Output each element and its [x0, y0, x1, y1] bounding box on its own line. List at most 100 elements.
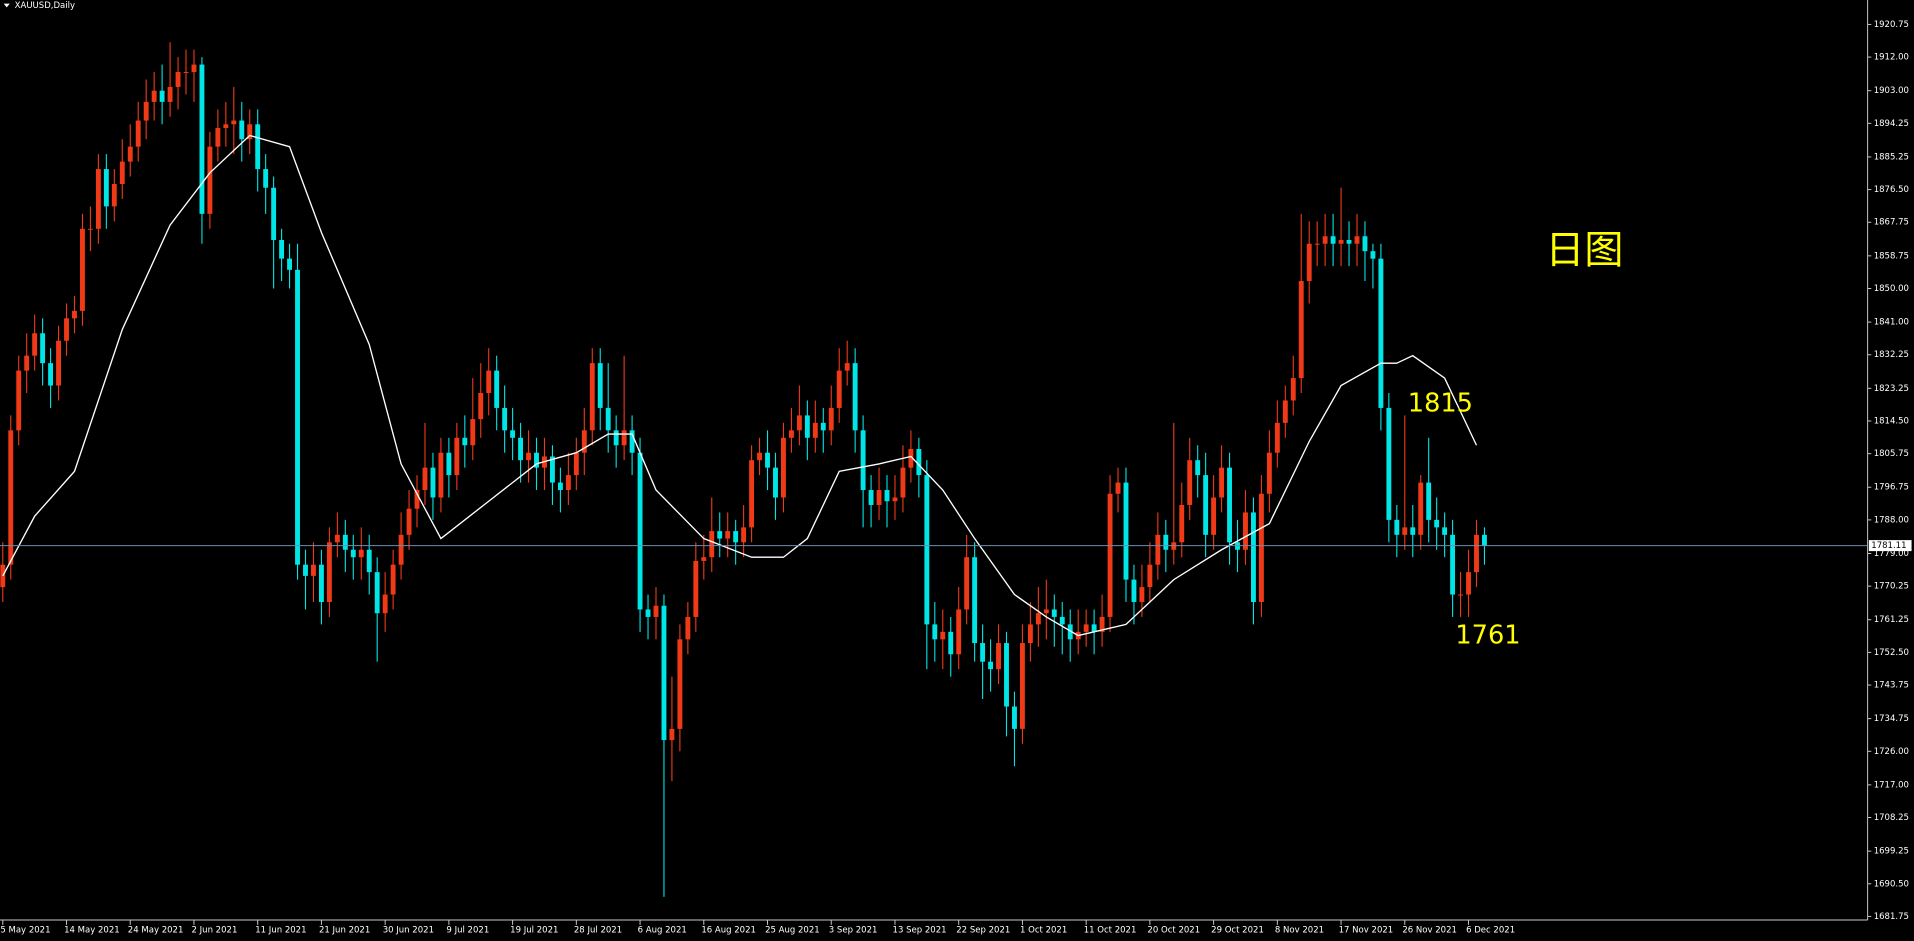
candle-body: [1107, 493, 1113, 617]
y-tick-label: 1841.00: [1874, 318, 1909, 328]
candle-body: [629, 430, 635, 453]
candle-body: [486, 370, 492, 393]
candle-body: [701, 557, 707, 561]
y-tick-label: 1903.00: [1874, 86, 1909, 96]
candle-body: [311, 564, 316, 576]
x-tick-label: 20 Oct 2021: [1147, 925, 1200, 935]
x-tick-label: 2 Jun 2021: [192, 925, 238, 935]
candle-body: [1434, 519, 1440, 528]
candle-body: [374, 572, 380, 614]
candle-body: [1482, 534, 1487, 547]
candle-body: [916, 448, 922, 476]
y-tick-label: 1779.00: [1874, 549, 1909, 559]
candle-body: [637, 452, 643, 610]
candle-body: [255, 124, 261, 170]
annotation: 日图: [1545, 228, 1623, 273]
candle-body: [518, 437, 524, 461]
candle-body: [733, 531, 739, 543]
candle-body: [1474, 534, 1479, 573]
candle-body: [215, 128, 221, 147]
y-tick-label: 1717.00: [1874, 780, 1909, 790]
candle-body: [677, 639, 683, 729]
candle-body: [438, 452, 444, 498]
candle-body: [1362, 236, 1368, 252]
candle-body: [446, 452, 452, 476]
candle-body: [247, 124, 253, 140]
candle-body: [1426, 482, 1432, 520]
candle-body: [1091, 624, 1097, 632]
candle-body: [1410, 527, 1416, 535]
candle-body: [1266, 452, 1272, 494]
candle-body: [645, 609, 651, 617]
candle-body: [1051, 609, 1057, 617]
plot: [0, 42, 1487, 897]
candle-body: [143, 101, 149, 121]
candle-body: [844, 363, 850, 371]
candle-body: [796, 415, 802, 431]
candle-body: [908, 448, 914, 468]
candle-body: [1402, 527, 1408, 535]
candle-body: [717, 531, 723, 539]
candle-body: [231, 120, 237, 125]
y-tick-label: 1761.25: [1874, 615, 1909, 625]
candle-body: [239, 120, 245, 140]
candle-body: [804, 415, 810, 438]
candle-body: [1131, 579, 1137, 602]
y-tick-label: 1850.00: [1874, 284, 1909, 294]
candle-body: [1338, 239, 1344, 244]
candle-body: [557, 482, 563, 491]
candle-body: [1099, 616, 1105, 632]
candle-body: [1370, 251, 1376, 259]
annotation: 1815: [1408, 388, 1473, 418]
candle-body: [478, 392, 484, 420]
candle-body: [414, 490, 420, 509]
candle-body: [1195, 460, 1201, 476]
candle-body: [1386, 407, 1392, 520]
candle-body: [581, 430, 587, 453]
candle-body: [669, 728, 675, 741]
x-tick-label: 3 Sep 2021: [829, 925, 878, 935]
candle-body: [972, 557, 978, 644]
price-label-box: [1868, 540, 1912, 552]
x-tick-label: 28 Jul 2021: [574, 925, 622, 935]
candle-body: [72, 310, 77, 319]
x-tick-label: 29 Oct 2021: [1211, 925, 1264, 935]
x-tick-label: 13 Sep 2021: [893, 925, 947, 935]
candle-body: [876, 490, 882, 505]
candle-body: [812, 422, 818, 438]
candle-body: [406, 508, 412, 535]
x-tick-label: 21 Jun 2021: [319, 925, 370, 935]
candle-body: [135, 120, 141, 147]
y-tick-label: 1726.00: [1874, 747, 1909, 757]
candle-body: [80, 228, 85, 311]
candle-body: [279, 239, 285, 259]
y-tick-label: 1894.25: [1874, 119, 1909, 129]
y-tick-label: 1867.75: [1874, 218, 1909, 228]
candle-body: [988, 661, 994, 670]
candle-body: [709, 531, 715, 558]
candle-body: [741, 527, 747, 543]
candle-body: [175, 72, 181, 87]
candle-body: [757, 452, 762, 461]
candle-body: [1179, 504, 1185, 543]
candle-body: [828, 407, 834, 431]
candle-body: [1394, 519, 1400, 535]
candle-body: [685, 616, 691, 640]
candle-body: [1378, 258, 1384, 408]
candle-body: [1314, 243, 1320, 245]
candle-body: [788, 430, 794, 438]
x-tick-label: 25 Aug 2021: [765, 925, 820, 935]
y-tick-label: 1743.75: [1874, 681, 1909, 691]
candle-body: [1354, 236, 1360, 244]
chart-title: XAUUSD,Daily: [15, 1, 75, 11]
candle-body: [1258, 493, 1264, 602]
candle-body: [1147, 564, 1153, 588]
x-tick-label: 19 Jul 2021: [510, 925, 558, 935]
candle-body: [502, 407, 508, 431]
candle-body: [382, 594, 388, 614]
candle-body: [40, 333, 46, 364]
candle-body: [964, 557, 970, 610]
